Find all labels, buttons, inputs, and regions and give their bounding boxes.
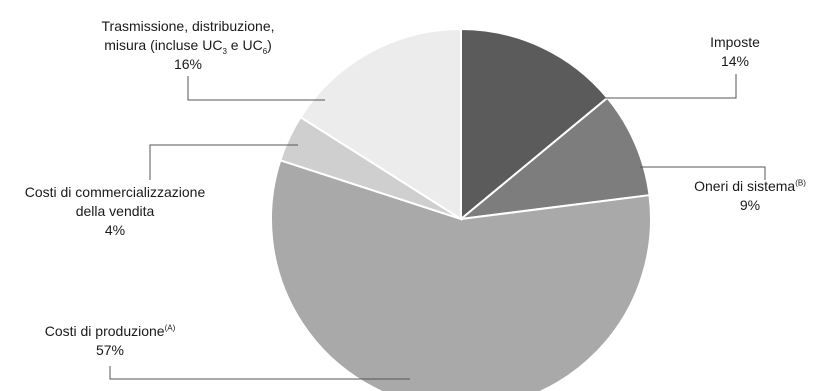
pct-trasmissione: 16% bbox=[173, 56, 203, 72]
label-produzione: Costi di produzione(A) 57% bbox=[20, 322, 200, 360]
label-trasmissione: Trasmissione, distribuzione, misura (inc… bbox=[58, 17, 318, 74]
pct-produzione: 57% bbox=[95, 342, 125, 358]
label-oneri: Oneri di sistema(B) 9% bbox=[680, 177, 820, 215]
leader-line-oneri bbox=[640, 166, 766, 180]
pct-oneri: 9% bbox=[739, 197, 761, 213]
leader-line-produzione bbox=[109, 366, 410, 380]
label-commercializzazione: Costi di commercializzazione della vendi… bbox=[0, 183, 230, 240]
pct-imposte: 14% bbox=[720, 53, 750, 69]
pie-slice-produzione bbox=[270, 159, 652, 391]
pie-slice-trasm bbox=[299, 27, 462, 221]
pie-slice-oneri bbox=[457, 96, 651, 221]
label-imposte: Imposte 14% bbox=[690, 33, 780, 71]
pie-slice-imposte bbox=[460, 27, 609, 222]
pct-commercializzazione: 4% bbox=[104, 222, 126, 238]
leader-line-imposte bbox=[604, 74, 737, 99]
leader-line-commerc bbox=[149, 144, 298, 180]
leader-line-trasm bbox=[187, 76, 325, 101]
